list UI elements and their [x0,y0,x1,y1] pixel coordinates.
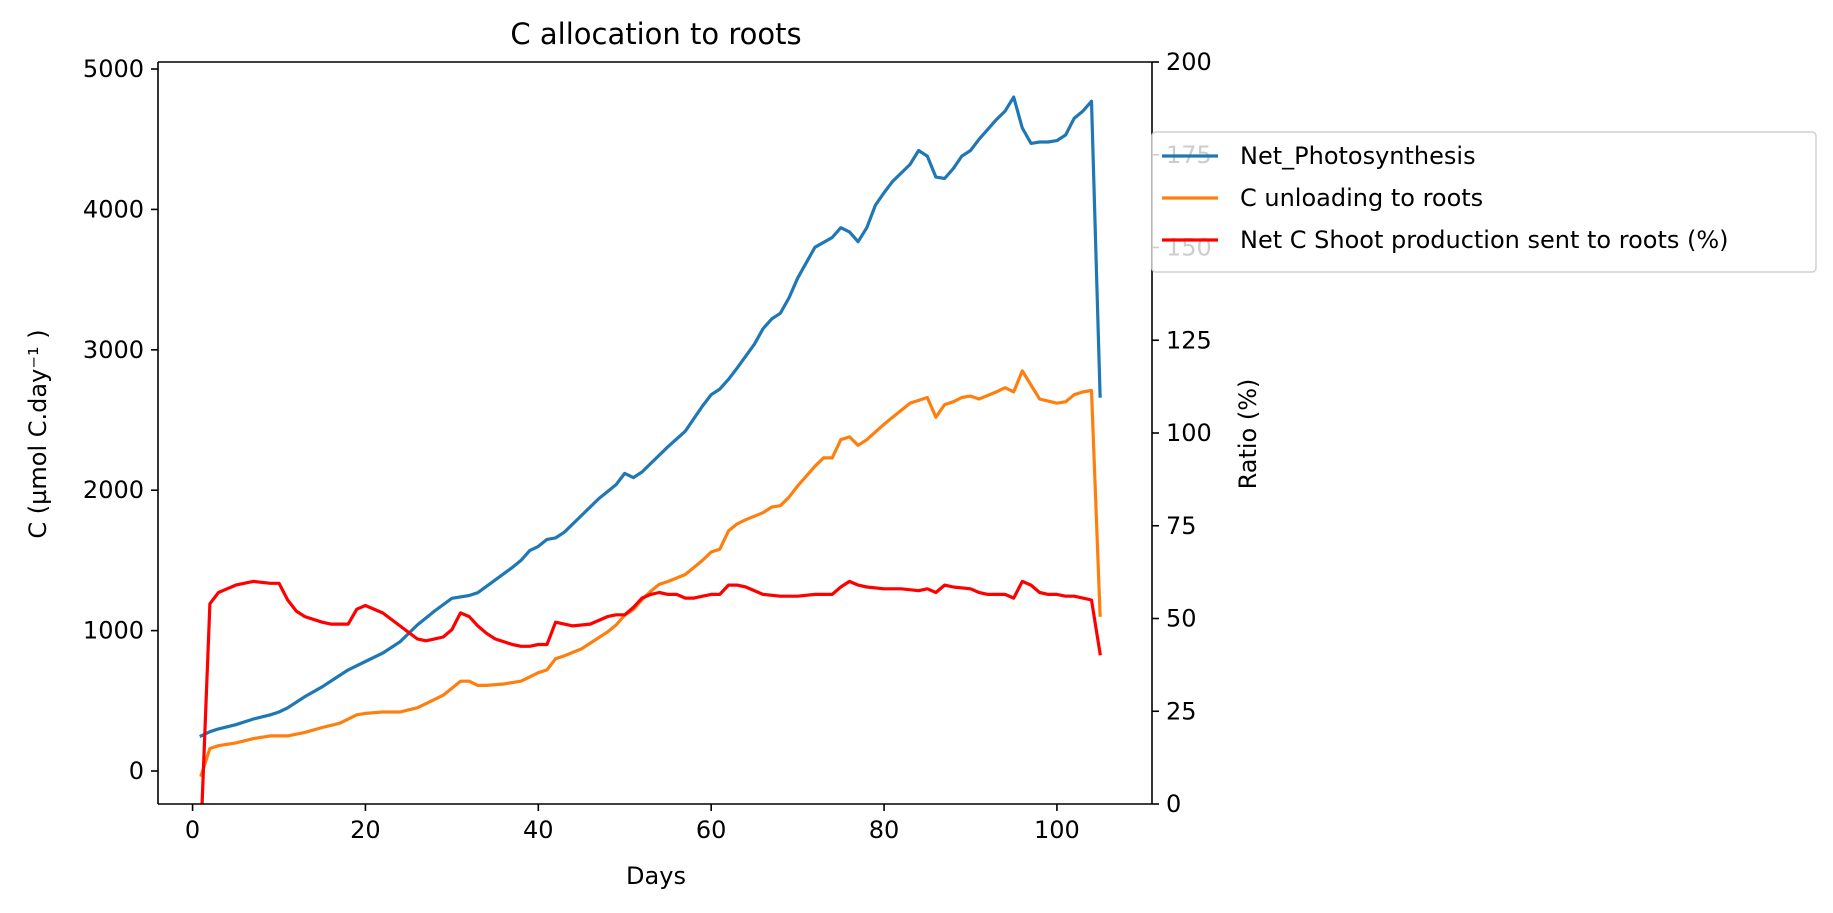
series-line-2 [199,369,1102,778]
y-tick-label: 5000 [83,55,144,83]
y2-tick-label: 200 [1166,48,1212,76]
x-tick-label: 60 [696,816,727,844]
x-tick-label: 100 [1034,816,1080,844]
x-tick-label: 20 [350,816,381,844]
chart-title: C allocation to roots [510,17,801,51]
legend-box [1151,131,1817,273]
legend-label-3: Net C Shoot production sent to roots (%) [1240,226,1729,254]
legend-label-2: C unloading to roots [1240,184,1483,212]
legend-label-1: Net_Photosynthesis [1240,142,1476,170]
y2-tick-label: 50 [1166,605,1197,633]
x-tick-label: 80 [869,816,900,844]
x-tick-label: 40 [523,816,554,844]
y2-tick-label: 75 [1166,512,1197,540]
series-line-3 [200,579,1102,804]
y2-tick-label: 125 [1166,326,1212,354]
y-tick-label: 4000 [83,195,144,223]
x-tick-label: 0 [185,816,200,844]
y-tick-label: 0 [129,757,144,785]
y-axis-label: C (µmol C.day⁻¹ ) [24,329,52,538]
y2-tick-label: 100 [1166,419,1212,447]
y-tick-label: 2000 [83,476,144,504]
y2-axis-label: Ratio (%) [1234,379,1262,490]
y2-tick-label: 25 [1166,697,1197,725]
y-tick-label: 1000 [83,617,144,645]
series-line-1 [199,95,1102,739]
y-tick-label: 3000 [83,336,144,364]
x-axis-label: Days [626,862,686,890]
y2-tick-label: 0 [1166,790,1181,818]
